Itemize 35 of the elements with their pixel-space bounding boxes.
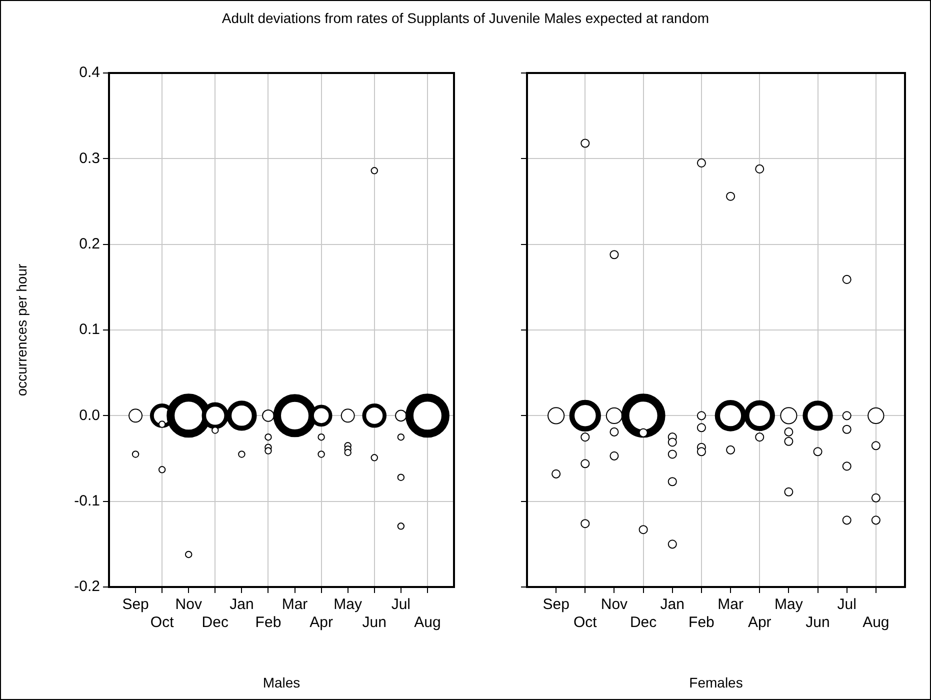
x-tick-label: Jul [837,596,856,614]
x-tick-label: Mar [718,596,744,614]
x-tick-label: Feb [688,614,714,632]
x-tick-label: Sep [542,596,570,614]
x-tick-label: May [774,596,804,614]
y-axis-title: occurrences per hour [13,264,30,396]
chart-title: Adult deviations from rates of Supplants of Juvenile Males expected at random [220,10,710,26]
x-tick-label: Dec [202,614,229,632]
x-tick-label: Jun [362,614,386,632]
x-tick-label: Jul [391,596,411,614]
y-tick-label: 0.0 [79,406,100,424]
x-axis-title: Females [689,674,743,690]
y-tick-label: -0.2 [74,578,100,596]
x-tick-label: Aug [414,614,441,632]
y-tick-label: 0.1 [79,321,100,338]
x-tick-label: Feb [255,614,282,632]
x-tick-label: Nov [600,596,628,614]
y-tick-label: 0.4 [79,64,100,82]
x-tick-label: Sep [122,596,149,614]
x-tick-label: Nov [175,596,202,614]
x-tick-label: Oct [573,614,598,632]
x-tick-label: Dec [630,614,658,632]
x-tick-label: Jan [230,596,254,614]
x-tick-label: Oct [150,614,175,632]
x-tick-label: Apr [748,614,772,632]
x-tick-label: Aug [862,614,890,632]
x-tick-label: Jan [660,596,684,614]
x-tick-label: May [334,596,363,614]
x-tick-label: Apr [310,614,333,632]
x-tick-label: Jun [806,614,830,632]
y-tick-label: -0.1 [74,492,100,510]
x-axis-title: Males [262,674,300,690]
x-tick-label: Mar [282,596,308,614]
y-tick-label: 0.2 [79,235,100,252]
y-tick-label: 0.3 [79,150,100,167]
